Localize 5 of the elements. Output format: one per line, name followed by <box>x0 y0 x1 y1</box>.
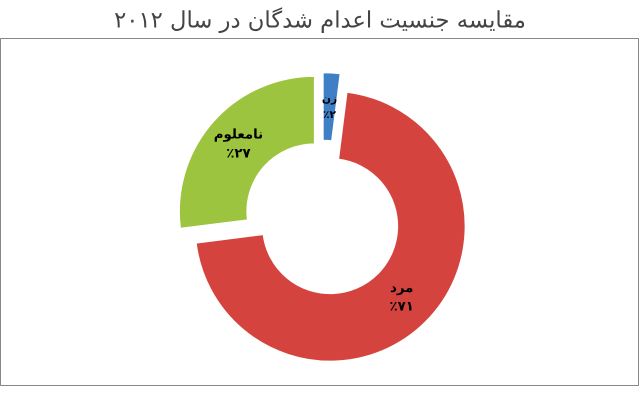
slice-label: نامعلوم <box>214 127 264 142</box>
chart-title: مقایسه جنسیت اعدام شدگان در سال ۲۰۱۲ <box>114 6 526 34</box>
slice-label: مرد <box>390 280 414 296</box>
data-label: ٪۲۷ <box>226 146 251 162</box>
data-label: ٪۷۱ <box>390 300 414 315</box>
